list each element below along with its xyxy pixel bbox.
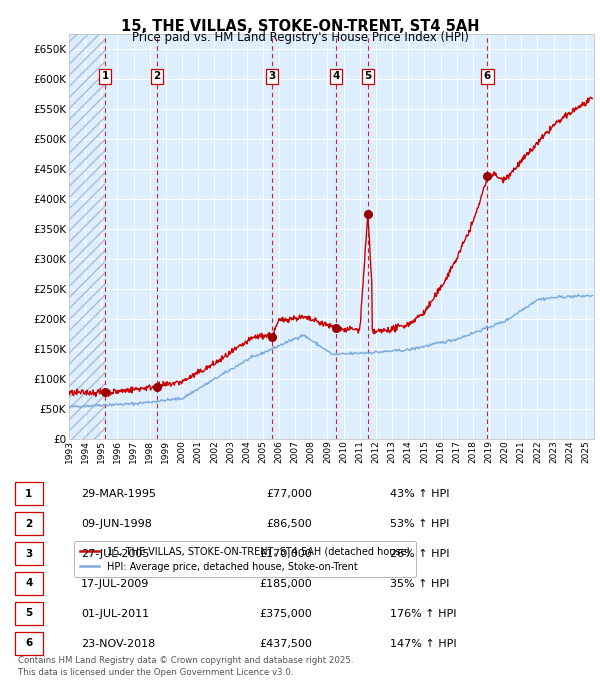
Text: 6: 6	[25, 639, 32, 648]
Text: Contains HM Land Registry data © Crown copyright and database right 2025.
This d: Contains HM Land Registry data © Crown c…	[18, 656, 353, 677]
Legend: 15, THE VILLAS, STOKE-ON-TRENT, ST4 5AH (detached house), HPI: Average price, de: 15, THE VILLAS, STOKE-ON-TRENT, ST4 5AH …	[74, 541, 416, 577]
Text: £437,500: £437,500	[259, 639, 312, 649]
Text: £185,000: £185,000	[259, 579, 312, 589]
Text: 01-JUL-2011: 01-JUL-2011	[81, 609, 149, 619]
Text: 3: 3	[25, 549, 32, 558]
Text: 09-JUN-1998: 09-JUN-1998	[81, 520, 152, 529]
Text: £86,500: £86,500	[266, 520, 312, 529]
Text: 5: 5	[25, 609, 32, 618]
Text: 29-MAR-1995: 29-MAR-1995	[81, 490, 156, 499]
Text: 35% ↑ HPI: 35% ↑ HPI	[390, 579, 449, 589]
Text: 53% ↑ HPI: 53% ↑ HPI	[390, 520, 449, 529]
Text: 17-JUL-2009: 17-JUL-2009	[81, 579, 149, 589]
Text: 2: 2	[25, 519, 32, 528]
Text: 4: 4	[332, 71, 340, 82]
Text: 43% ↑ HPI: 43% ↑ HPI	[390, 490, 449, 499]
Text: £170,000: £170,000	[259, 549, 312, 559]
Text: 1: 1	[101, 71, 109, 82]
Text: 4: 4	[25, 579, 32, 588]
Text: 176% ↑ HPI: 176% ↑ HPI	[390, 609, 457, 619]
Text: 27-JUL-2005: 27-JUL-2005	[81, 549, 149, 559]
Text: 5: 5	[364, 71, 371, 82]
Text: 147% ↑ HPI: 147% ↑ HPI	[390, 639, 457, 649]
Text: 6: 6	[484, 71, 491, 82]
Text: 2: 2	[153, 71, 161, 82]
Text: 3: 3	[268, 71, 275, 82]
Text: £77,000: £77,000	[266, 490, 312, 499]
Text: 15, THE VILLAS, STOKE-ON-TRENT, ST4 5AH: 15, THE VILLAS, STOKE-ON-TRENT, ST4 5AH	[121, 19, 479, 34]
Text: 26% ↑ HPI: 26% ↑ HPI	[390, 549, 449, 559]
Text: £375,000: £375,000	[259, 609, 312, 619]
Text: 23-NOV-2018: 23-NOV-2018	[81, 639, 155, 649]
Text: Price paid vs. HM Land Registry's House Price Index (HPI): Price paid vs. HM Land Registry's House …	[131, 31, 469, 44]
Text: 1: 1	[25, 489, 32, 498]
